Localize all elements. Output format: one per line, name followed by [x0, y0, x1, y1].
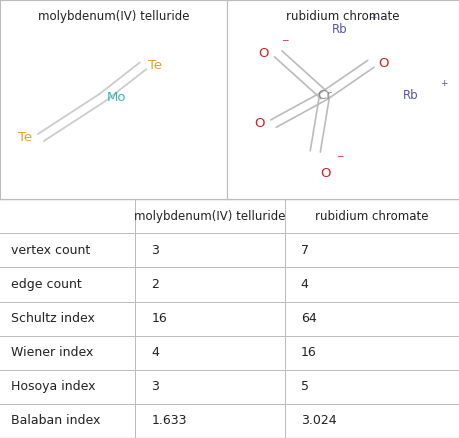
Text: +: + — [441, 79, 448, 88]
Text: +: + — [369, 14, 376, 22]
Text: Cr: Cr — [317, 89, 332, 102]
Text: edge count: edge count — [11, 278, 82, 291]
Text: Mo: Mo — [107, 91, 126, 104]
Text: 7: 7 — [301, 244, 308, 257]
Text: O: O — [258, 47, 269, 60]
Text: rubidium chromate: rubidium chromate — [286, 10, 400, 23]
Text: 3: 3 — [151, 380, 159, 393]
Text: 4: 4 — [151, 346, 159, 359]
Text: Balaban index: Balaban index — [11, 414, 101, 427]
Text: Te: Te — [148, 59, 162, 72]
Text: Schultz index: Schultz index — [11, 312, 95, 325]
Text: −: − — [336, 151, 344, 160]
Text: 5: 5 — [301, 380, 308, 393]
Text: O: O — [320, 167, 330, 180]
Text: 16: 16 — [301, 346, 316, 359]
Text: molybdenum(IV) telluride: molybdenum(IV) telluride — [38, 10, 190, 23]
Text: 3.024: 3.024 — [301, 414, 336, 427]
Text: −: − — [280, 35, 288, 44]
Text: molybdenum(IV) telluride: molybdenum(IV) telluride — [134, 210, 286, 223]
Text: Wiener index: Wiener index — [11, 346, 94, 359]
Text: O: O — [378, 57, 388, 70]
Text: 1.633: 1.633 — [151, 414, 187, 427]
Text: Hosoya index: Hosoya index — [11, 380, 96, 393]
Text: rubidium chromate: rubidium chromate — [315, 210, 429, 223]
Text: Rb: Rb — [403, 89, 419, 102]
Text: 4: 4 — [301, 278, 308, 291]
Text: 2: 2 — [151, 278, 159, 291]
Text: 64: 64 — [301, 312, 316, 325]
Text: O: O — [254, 117, 264, 130]
Text: vertex count: vertex count — [11, 244, 91, 257]
Text: Rb: Rb — [331, 23, 347, 36]
Text: 3: 3 — [151, 244, 159, 257]
Text: 16: 16 — [151, 312, 167, 325]
Text: Te: Te — [18, 131, 32, 144]
